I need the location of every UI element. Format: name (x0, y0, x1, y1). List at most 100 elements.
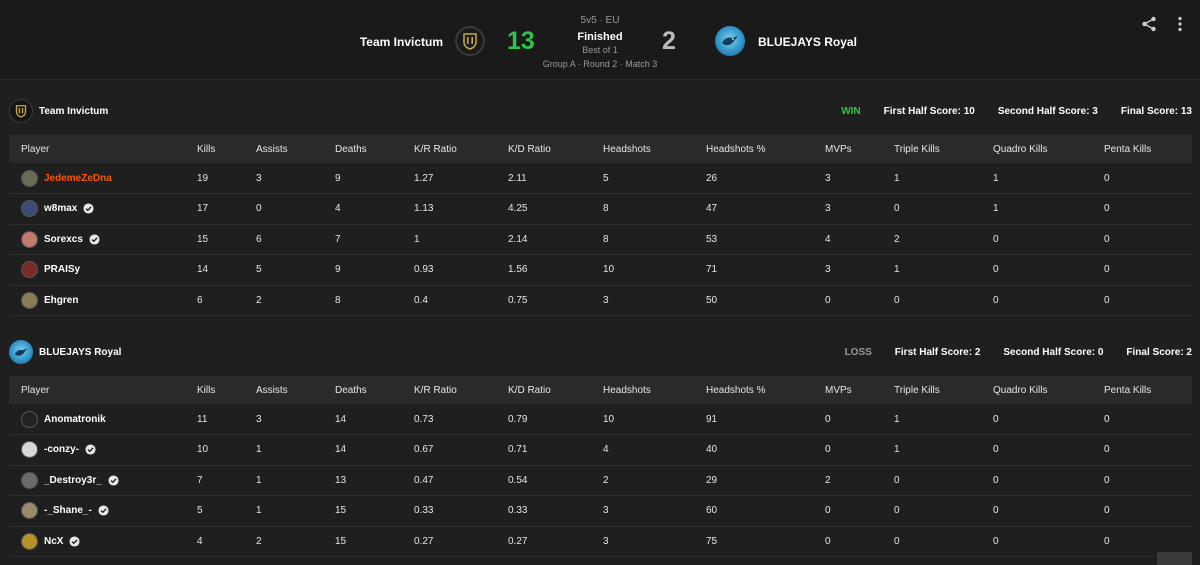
player-name[interactable]: Anomatronik (44, 413, 106, 425)
stat-cell: 2 (256, 535, 262, 547)
stat-cell: 0 (993, 444, 999, 456)
bluejays-logo[interactable] (715, 26, 745, 56)
player-name[interactable]: PRAISy (44, 264, 81, 276)
stat-cell: 15 (335, 535, 347, 547)
verified-check-icon (89, 234, 100, 245)
table-row: Sorexcs 15 6 7 1 2.14 8 53 4 2 0 0 (9, 224, 1192, 255)
player-name[interactable]: -conzy- (44, 444, 79, 456)
avatar[interactable] (21, 291, 38, 309)
avatar[interactable] (21, 261, 38, 279)
team-invictum-logo[interactable] (9, 99, 33, 123)
share-icon[interactable] (1141, 16, 1157, 32)
column-header[interactable]: Penta Kills (1104, 384, 1152, 396)
bluejays-logo[interactable] (9, 340, 33, 364)
stat-cell: 4 (603, 444, 609, 456)
stat-cell: 15 (197, 233, 209, 245)
stat-cell: 8 (603, 203, 609, 215)
avatar[interactable] (21, 532, 38, 550)
player-name[interactable]: _Destroy3r_ (44, 474, 102, 486)
column-header[interactable]: Assists (256, 384, 288, 396)
stat-cell: 0.71 (508, 444, 528, 456)
stat-cell: 0.33 (414, 505, 434, 517)
column-header[interactable]: Headshots % (706, 384, 766, 396)
column-header[interactable]: Headshots (603, 384, 651, 396)
player-name[interactable]: -_Shane_- (44, 505, 92, 517)
stat-cell: 1 (256, 444, 262, 456)
player-name[interactable]: NcX (44, 535, 64, 547)
team-b-name[interactable]: BLUEJAYS Royal (758, 35, 857, 49)
stat-cell: 1.56 (508, 264, 528, 276)
column-header[interactable]: Deaths (335, 384, 367, 396)
column-header[interactable]: Player (21, 143, 50, 155)
column-header[interactable]: Kills (197, 143, 216, 155)
stat-cell: 91 (706, 413, 718, 425)
stat-cell: 0 (1104, 413, 1110, 425)
stat-cell: 0 (993, 413, 999, 425)
stat-cell: 8 (335, 294, 341, 306)
avatar[interactable] (21, 200, 38, 218)
column-header[interactable]: MVPs (825, 143, 852, 155)
player-name[interactable]: Ehgren (44, 294, 79, 306)
player-name[interactable]: w8max (44, 203, 78, 215)
stat-cell: 14 (197, 264, 209, 276)
more-vertical-icon[interactable] (1174, 15, 1186, 33)
team-a-score: 13 (507, 27, 535, 55)
column-header[interactable]: K/R Ratio (414, 384, 457, 396)
player-cell: Anomatronik (9, 404, 185, 435)
column-header[interactable]: Kills (197, 384, 216, 396)
scroll-to-top-button[interactable] (1157, 552, 1192, 565)
stat-cell: 5 (256, 264, 262, 276)
player-cell: Sorexcs (9, 224, 185, 255)
column-header[interactable]: K/R Ratio (414, 143, 457, 155)
stat-cell: 3 (825, 203, 831, 215)
team-a-name[interactable]: Team Invictum (359, 35, 443, 49)
stat-cell: 0.73 (414, 413, 434, 425)
stat-cell: 3 (256, 413, 262, 425)
column-header[interactable]: Player (21, 384, 50, 396)
table-header-row: Player Kills Assists Deaths K/R Ratio K/D Rat… (9, 376, 1192, 404)
avatar[interactable] (21, 471, 38, 489)
stat-cell: 60 (706, 505, 718, 517)
avatar[interactable] (21, 441, 38, 459)
stat-cell: 8 (603, 233, 609, 245)
player-cell: w8max (9, 194, 185, 225)
column-header[interactable]: Triple Kills (894, 143, 940, 155)
column-header[interactable]: Triple Kills (894, 384, 940, 396)
column-header[interactable]: Penta Kills (1104, 143, 1152, 155)
column-header[interactable]: Headshots % (706, 143, 766, 155)
column-header[interactable]: Headshots (603, 143, 651, 155)
stat-cell: 0.75 (508, 294, 528, 306)
team-invictum-logo[interactable] (455, 26, 485, 56)
shield-icon (15, 105, 27, 118)
stat-cell: 1 (256, 505, 262, 517)
stat-cell: 0 (993, 535, 999, 547)
avatar[interactable] (21, 502, 38, 520)
second-half-score: Second Half Score: 3 (997, 106, 1098, 117)
stat-cell: 0 (993, 294, 999, 306)
stat-cell: 2 (825, 474, 831, 486)
team-a-section-name[interactable]: Team Invictum (39, 106, 109, 117)
column-header[interactable]: MVPs (825, 384, 852, 396)
player-name[interactable]: Sorexcs (44, 233, 83, 245)
stat-cell: 3 (825, 264, 831, 276)
column-header[interactable]: Deaths (335, 143, 367, 155)
column-header[interactable]: Quadro Kills (993, 143, 1048, 155)
column-header[interactable]: K/D Ratio (508, 384, 551, 396)
avatar[interactable] (21, 230, 38, 248)
stat-cell: 3 (603, 535, 609, 547)
column-header[interactable]: Quadro Kills (993, 384, 1048, 396)
stat-cell: 14 (335, 444, 347, 456)
avatar[interactable] (21, 169, 38, 187)
stat-cell: 3 (256, 172, 262, 184)
stat-cell: 6 (256, 233, 262, 245)
final-score: Final Score: 13 (1120, 106, 1192, 117)
team-b-section-name[interactable]: BLUEJAYS Royal (39, 347, 122, 358)
team-b-stats-table: Player Kills Assists Deaths K/R Ratio K/D Rat… (9, 376, 1192, 557)
match-status: Finished (577, 31, 623, 43)
stat-cell: 1.27 (414, 172, 434, 184)
stat-cell: 0 (825, 535, 831, 547)
column-header[interactable]: K/D Ratio (508, 143, 551, 155)
avatar[interactable] (21, 410, 38, 428)
player-name[interactable]: JedemeZeDna (44, 172, 112, 184)
column-header[interactable]: Assists (256, 143, 288, 155)
